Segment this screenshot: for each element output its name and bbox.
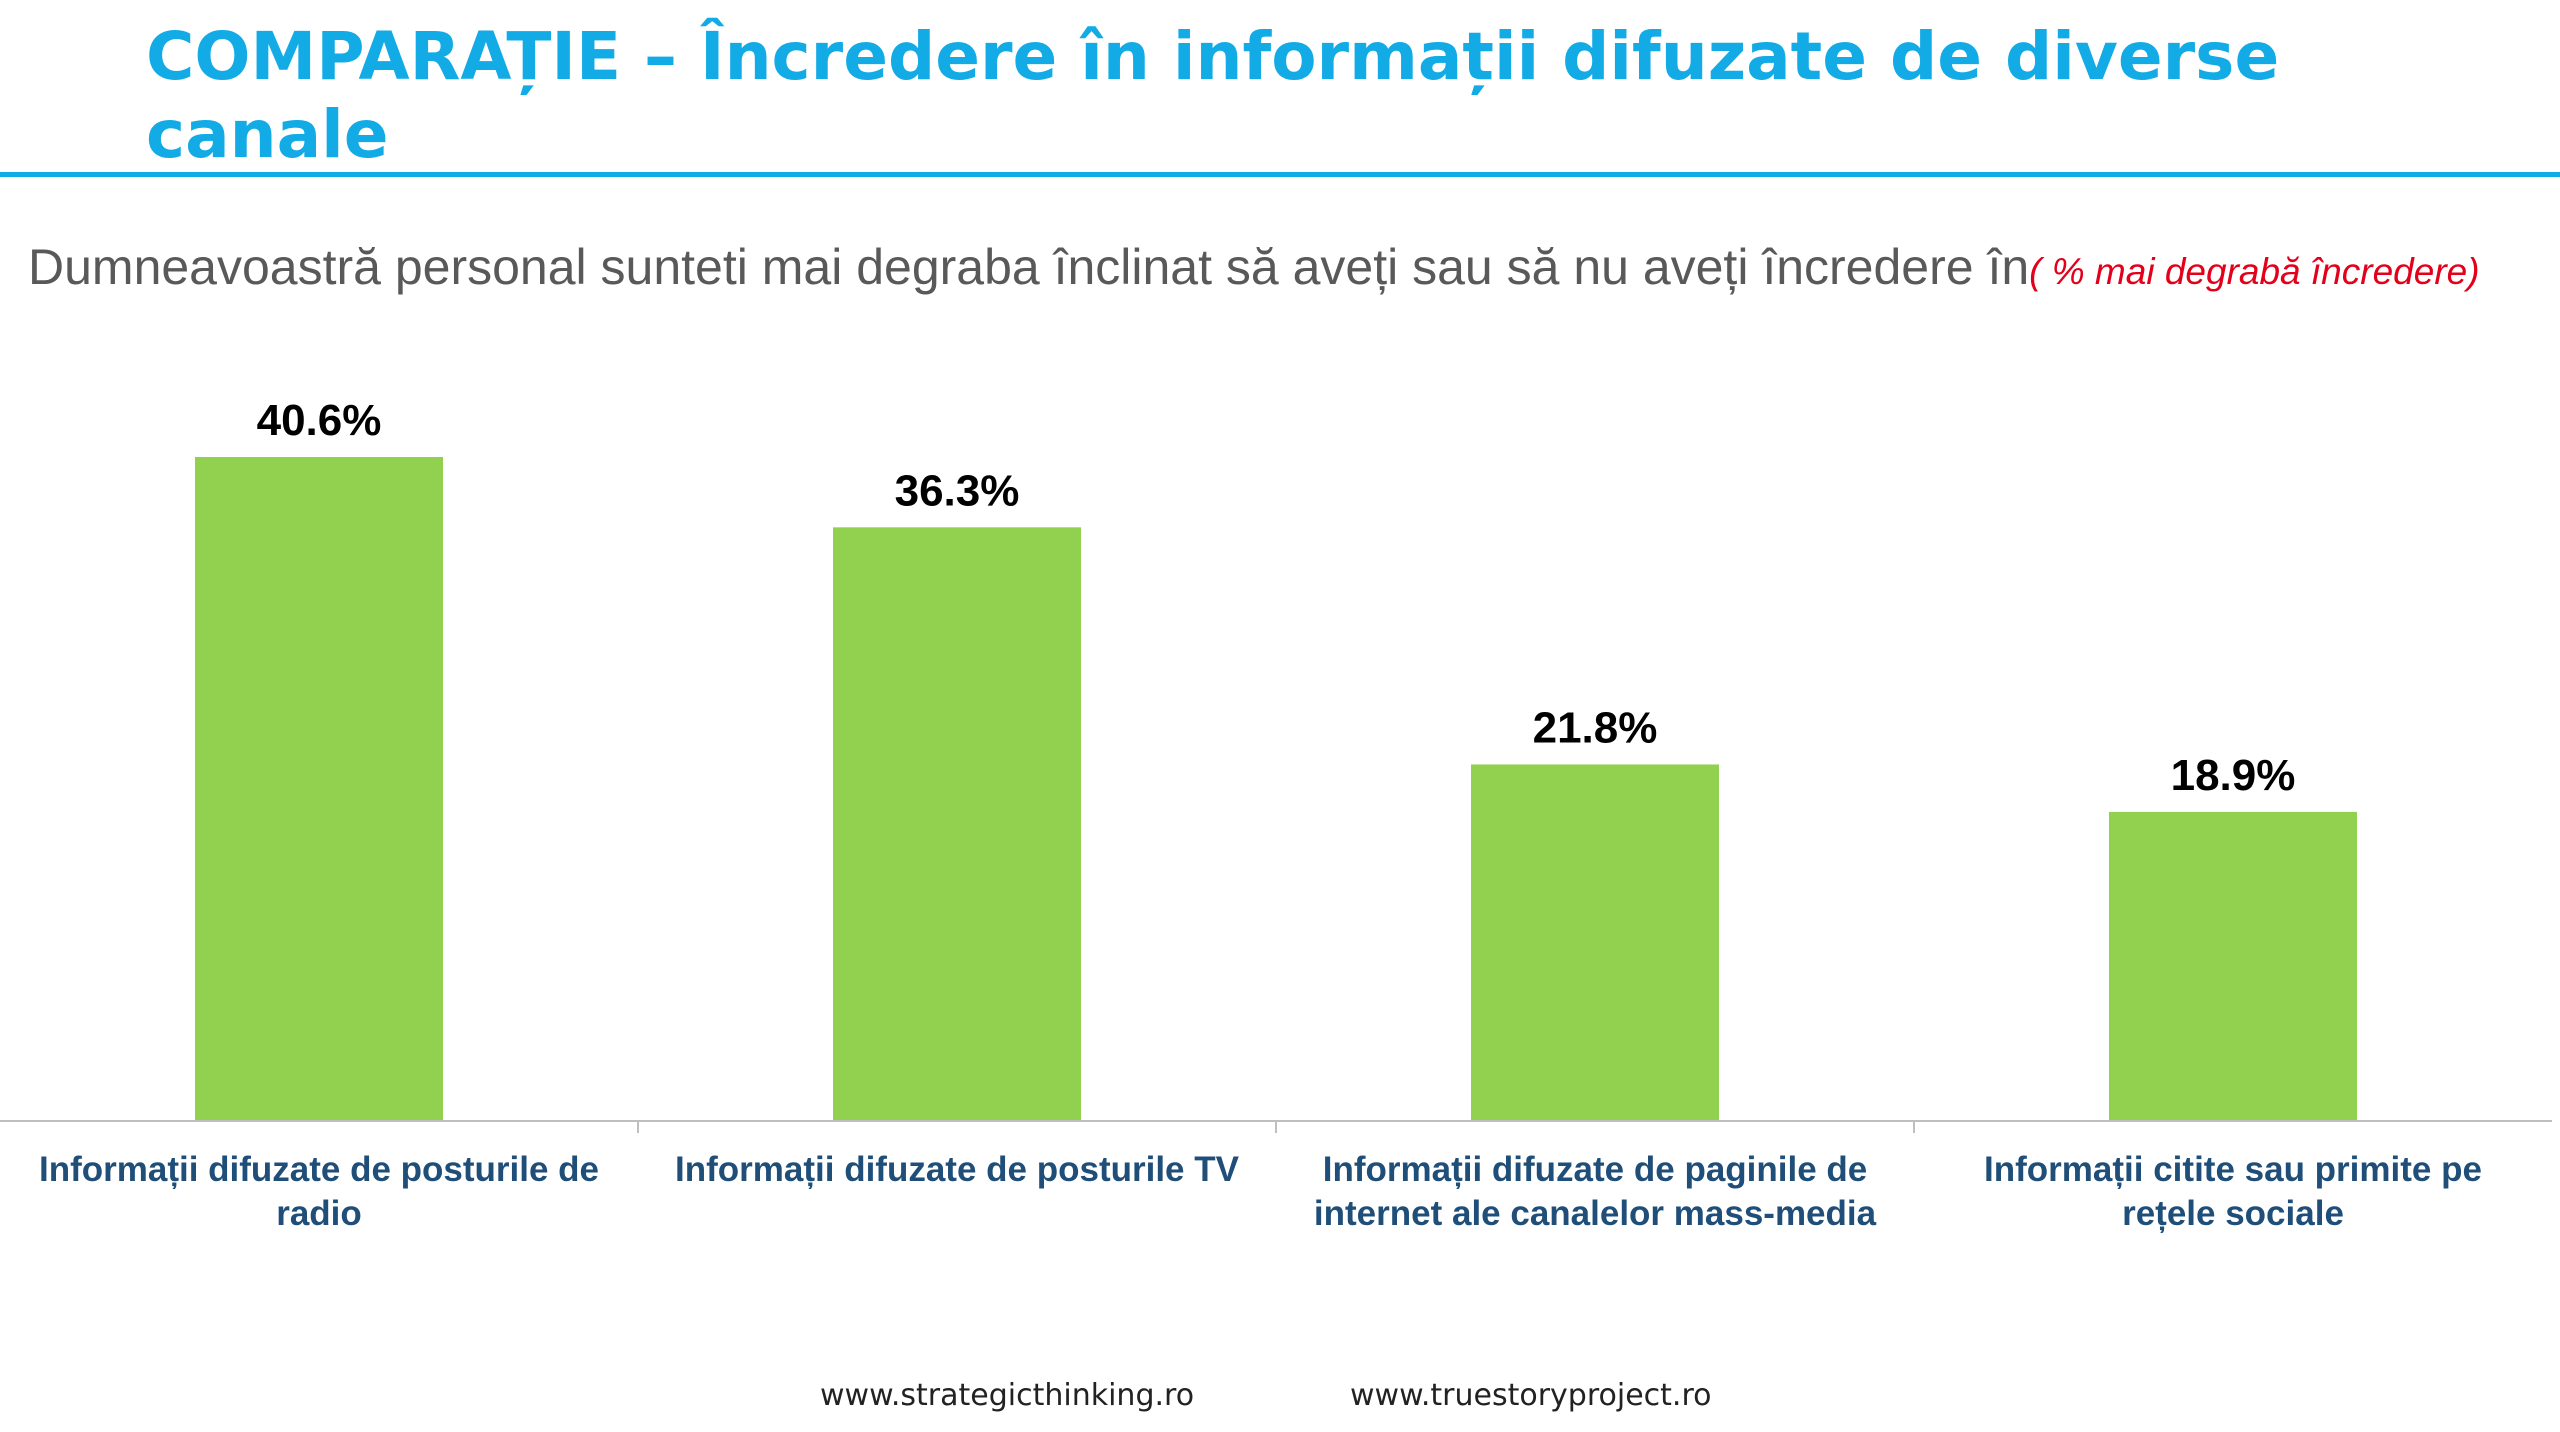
bar xyxy=(195,457,443,1121)
question-text: Dumneavoastră personal sunteti mai degra… xyxy=(28,238,2480,296)
question-note: ( % mai degrabă încredere) xyxy=(2029,251,2480,292)
page-title: COMPARAȚIE – Încredere în informații dif… xyxy=(146,18,2280,173)
category-label: Informații citite sau primite pe xyxy=(1984,1150,2482,1189)
bar xyxy=(1471,764,1719,1121)
category-label: radio xyxy=(276,1194,362,1233)
bar xyxy=(2109,811,2357,1121)
title-divider xyxy=(0,172,2560,177)
category-label: rețele sociale xyxy=(2122,1194,2344,1233)
question-label: Dumneavoastră personal sunteti mai degra… xyxy=(28,239,2030,295)
bar xyxy=(833,527,1081,1121)
footer-link-truestoryproject[interactable]: www.truestoryproject.ro xyxy=(1350,1378,1712,1413)
data-label: 21.8% xyxy=(1533,703,1658,752)
category-label: Informații difuzate de posturile de xyxy=(39,1150,599,1189)
category-label: Informații difuzate de paginile de xyxy=(1323,1150,1868,1189)
data-label: 36.3% xyxy=(895,466,1020,515)
category-label: internet ale canalelor mass-media xyxy=(1314,1194,1877,1233)
category-label: Informații difuzate de posturile TV xyxy=(675,1150,1240,1189)
data-label: 18.9% xyxy=(2171,751,2296,800)
footer-link-strategicthinking[interactable]: www.strategicthinking.ro xyxy=(820,1378,1195,1413)
data-label: 40.6% xyxy=(257,396,382,445)
